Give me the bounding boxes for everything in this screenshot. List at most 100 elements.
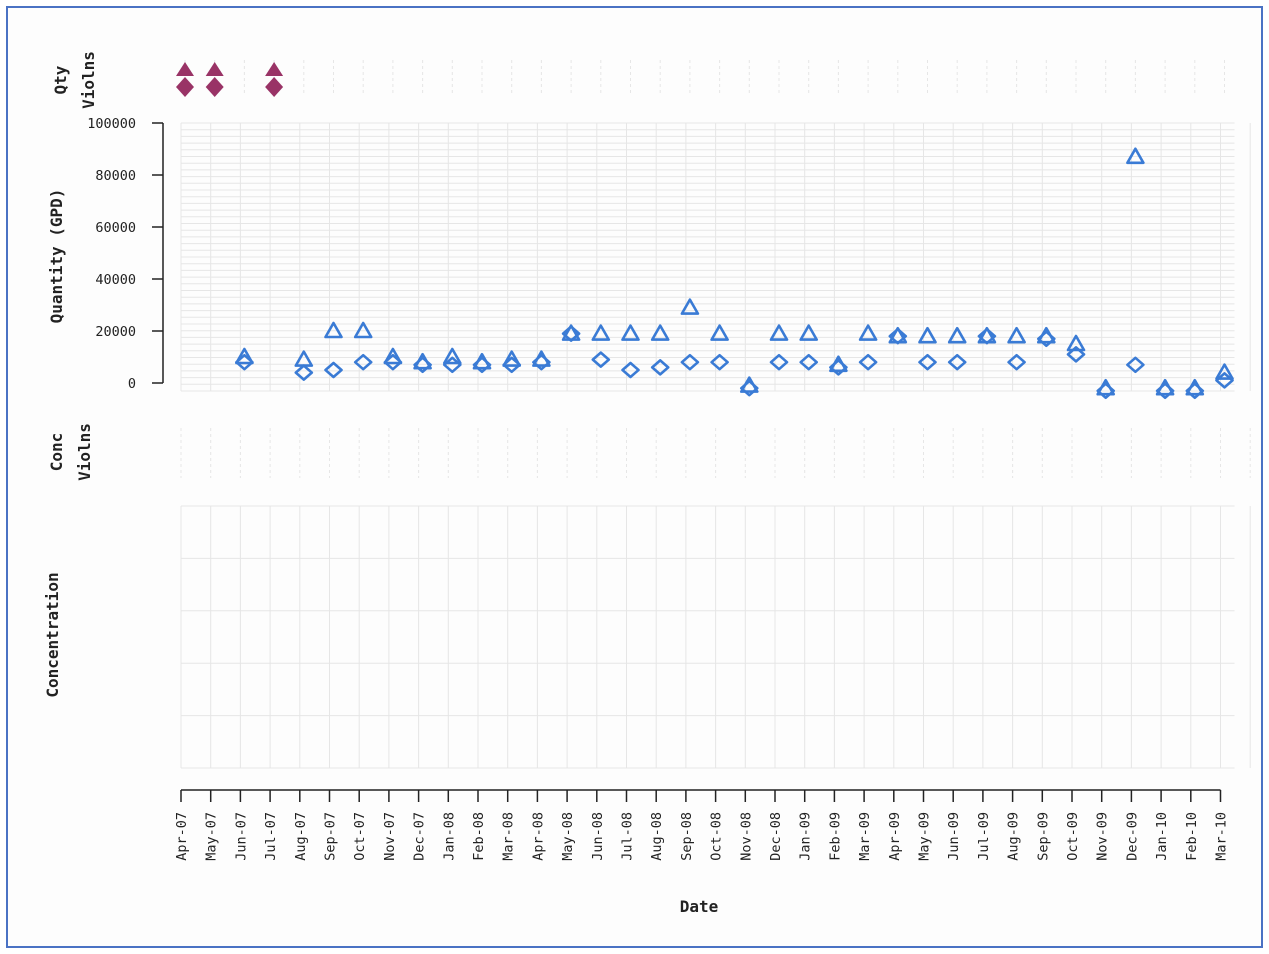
quantity-diamond-point [1096,382,1115,400]
date-tick-label: Apr-08 [530,812,546,861]
date-tick-label: Aug-07 [293,812,309,861]
quantity-triangle-point [324,321,343,339]
quantity-axis-title: Quantity (GPD) [47,189,66,324]
quantity-diamond-point [353,353,373,371]
quantity-diamond-point [532,353,551,371]
quantity-triangle-point [1007,326,1026,344]
quantity-diamond-point [829,359,848,376]
quantity-diamond-point [324,361,343,379]
quantity-tick-label: 60000 [95,220,136,236]
qty-violation-markers [176,62,284,97]
date-tick-label: Jun-08 [590,812,606,861]
quantity-tick-label: 40000 [95,272,136,288]
conc-violations-title-line2: Violns [75,423,94,481]
quantity-diamond-point [1007,353,1026,371]
date-tick-label: Nov-08 [738,812,754,861]
quantity-diamond-point [799,353,818,371]
date-tick-label: Dec-07 [412,812,428,861]
quantity-diamond-point [1037,330,1056,348]
quantity-diamond-point [621,361,640,379]
quantity-triangle-point [680,298,700,315]
quantity-triangle-point [710,324,729,341]
date-tick-label: Oct-07 [352,812,368,861]
quantity-y-axis: 100000 80000 60000 40000 20000 0 [87,116,164,392]
date-tick-label: Mar-09 [857,812,873,861]
quantity-triangle-point [383,347,403,365]
date-tick-label: Jun-07 [233,812,249,861]
date-tick-label: Oct-08 [709,812,725,861]
date-tick-label: Jul-09 [976,812,992,861]
qty-violation-triangle [176,62,194,76]
date-tick-label: May-08 [560,812,576,861]
quantity-diamond-point [1215,372,1234,389]
quantity-triangle-point [235,347,254,365]
quantity-triangle-point [294,350,314,367]
quantity-triangle-point [1215,363,1234,380]
quantity-series-markers [235,147,1234,400]
quantity-diamond-point [235,353,254,371]
quantity-triangle-point [443,347,462,365]
quantity-diamond-point [443,356,462,374]
quantity-diamond-point [680,353,700,371]
quantity-diamond-point [977,327,997,345]
quantity-diamond-point [1126,356,1145,374]
date-tick-label: Jan-09 [798,812,814,861]
quantity-diamond-point [740,379,759,397]
date-tick-label: Feb-08 [471,812,487,861]
quantity-triangle-point [591,324,611,341]
qty-violations-title: Qty Violns [51,51,98,109]
date-tick-label: Sep-08 [679,812,695,861]
qty-violation-triangle [265,62,284,76]
quantity-diamond-point [769,353,789,371]
quantity-triangle-point [918,326,937,344]
quantity-diamond-point [858,353,878,371]
quantity-diamond-point [561,325,581,342]
date-tick-label: Feb-09 [827,812,843,861]
quantity-triangle-point [1126,147,1145,165]
date-tick-label: Apr-07 [174,812,190,861]
date-tick-label: Nov-07 [382,812,398,861]
date-tick-label: Jul-07 [263,812,279,861]
date-tick-label: Mar-10 [1214,812,1230,861]
quantity-diamond-point [1155,382,1175,400]
qty-violation-triangle [205,62,224,76]
quantity-diamond-point [294,364,314,381]
quantity-diamond-point [650,359,670,376]
date-tick-label: May-07 [204,812,220,861]
conc-violations-title: Conc Violns [47,423,94,481]
quantity-diamond-point [383,353,403,371]
concentration-axis-title: Concentration [43,572,62,697]
qty-violation-diamond [265,77,284,97]
quantity-diamond-point [947,353,967,371]
date-tick-label: Jan-08 [441,812,457,861]
date-tick-label: Dec-08 [768,812,784,861]
quantity-triangle-point [502,350,521,367]
qty-violations-title-line2: Violns [79,51,98,109]
date-tick-label: Jul-08 [620,812,636,861]
quantity-triangle-point [858,324,878,341]
quantity-diamond-point [888,327,908,345]
date-tick-label: Mar-08 [501,812,517,861]
date-tick-label: Dec-09 [1124,812,1140,861]
grid-layer [180,60,1251,769]
quantity-diamond-point [413,356,432,374]
qty-violations-title-line1: Qty [51,65,70,94]
quantity-triangle-point [353,321,373,339]
quantity-diamond-point [1066,346,1086,363]
quantity-triangle-point [947,326,967,344]
date-tick-label: Feb-10 [1184,812,1200,861]
quantity-diamond-point [710,353,729,371]
quantity-triangle-point [650,324,670,341]
quantity-diamond-point [472,356,492,374]
quantity-tick-label: 80000 [95,168,136,184]
date-tick-label: Oct-09 [1065,812,1081,861]
date-tick-label: May-09 [917,812,933,861]
date-tick-label: Jun-09 [946,812,962,861]
quantity-tick-label: 100000 [87,116,136,132]
quantity-triangle-point [621,324,640,341]
quantity-diamond-point [502,356,521,374]
date-x-axis: Apr-07 May-07 Jun-07 Jul-07 Aug-07 Sep-07 Oct-… [174,789,1230,861]
quantity-diamond-point [591,351,611,368]
qty-violation-diamond [205,77,224,97]
